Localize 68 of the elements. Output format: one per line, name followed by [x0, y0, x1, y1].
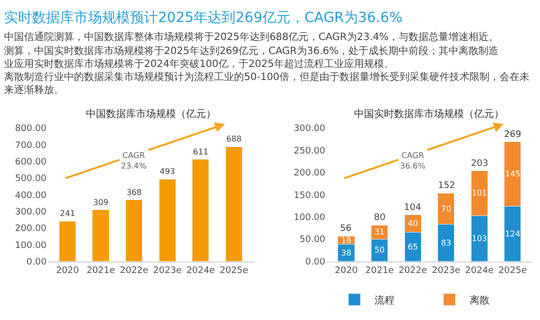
total-label: 104 — [404, 203, 422, 213]
annotation: CAGR 23.4% — [121, 151, 147, 170]
x-tick-label: 2024e — [465, 266, 494, 276]
bar — [158, 178, 176, 262]
y-tick-label: 200.00 — [15, 224, 47, 234]
data-label: 40 — [408, 219, 418, 228]
data-label: 309 — [93, 198, 108, 207]
x-tick-label: 2022e — [120, 266, 149, 276]
y-tick-label: 0.00 — [305, 257, 326, 268]
bar — [192, 159, 210, 262]
legend-label: 流程 — [374, 294, 394, 306]
y-tick-label: 800.00 — [15, 124, 47, 134]
data-label: 688 — [226, 134, 242, 144]
bar — [92, 210, 110, 262]
y-tick-label: 100.00 — [15, 240, 47, 251]
data-label: 241 — [60, 209, 76, 218]
data-label: 103 — [472, 234, 488, 243]
y-tick-label: 700.00 — [15, 140, 47, 151]
x-tick-label: 2020 — [334, 266, 358, 276]
data-label: 83 — [441, 238, 452, 248]
y-tick-label: 150.00 — [294, 190, 326, 201]
data-label: 31 — [374, 228, 385, 237]
y-tick-label: 250.00 — [294, 146, 326, 156]
x-tick-label: 2024e — [186, 266, 216, 276]
total-label: 152 — [438, 181, 456, 191]
x-tick-label: 2021e — [86, 266, 116, 276]
text: 中国信通院测算，中国数据库整体市场规模将于2025年达到688亿元，CAGR为23.4%，与数据总量增速相近。 — [4, 31, 499, 43]
total-label: 203 — [471, 159, 488, 169]
data-label: 18 — [341, 236, 352, 245]
data-label: 65 — [408, 242, 418, 252]
data-label: 493 — [160, 167, 176, 176]
y-tick-label: 600.00 — [15, 157, 47, 168]
text: 测算，中国实时数据库市场规模将于2025年达到269亿元，CAGR为36.6%，处于成长期中前段；其中离散制造业应用实时数据库市场规模将于2024年突破100亿，于2025年超过流程工业应用规模。 — [4, 45, 499, 70]
chart-title: 中国实时数据库市场规模（亿元） — [354, 108, 504, 120]
annotation: CAGR 36.6% — [400, 151, 426, 170]
x-tick-label: 2025e — [498, 266, 528, 276]
chart-title: 中国数据库市场规模（亿元） — [86, 108, 216, 120]
bar — [225, 146, 243, 262]
data-label: 145 — [505, 169, 520, 178]
bar — [58, 220, 76, 262]
x-tick-label: 2023e — [153, 266, 182, 276]
y-tick-label: 200.00 — [294, 168, 326, 179]
y-tick-label: 0.00 — [26, 257, 47, 268]
y-tick-label: 300.00 — [294, 124, 326, 134]
total-label: 80 — [374, 213, 386, 223]
y-tick-label: 100.00 — [294, 213, 326, 224]
x-tick-label: 2025e — [220, 266, 249, 276]
data-label: 368 — [126, 188, 142, 197]
total-label: 56 — [340, 224, 352, 234]
y-tick-label: 300.00 — [15, 207, 47, 218]
data-label: 124 — [505, 229, 520, 238]
data-label: 611 — [193, 147, 208, 156]
x-tick-label: 2022e — [398, 266, 428, 276]
x-tick-label: 2020 — [56, 266, 80, 276]
y-tick-label: 500.00 — [15, 174, 47, 184]
y-tick-label: 400.00 — [15, 190, 47, 201]
text: 离散制造行业中的数据采集市场规模预计为流程工业的50-100倍，但是由于数据量增长受到采集硬件技术限制，会在未来逐渐释放。 — [4, 71, 530, 96]
x-tick-label: 2023e — [432, 266, 461, 276]
x-tick-label: 2021e — [365, 266, 394, 276]
bar — [126, 200, 143, 262]
total-label: 269 — [504, 130, 522, 140]
data-label: 50 — [374, 246, 385, 255]
data-label: 70 — [441, 204, 452, 214]
data-label: 101 — [472, 188, 488, 198]
text: 实时数据库市场规模预计2025年达到269亿元，CAGR为36.6% — [4, 10, 403, 26]
y-tick-label: 50.00 — [300, 235, 326, 246]
legend-label: 离散 — [469, 294, 490, 306]
data-label: 38 — [341, 248, 352, 258]
